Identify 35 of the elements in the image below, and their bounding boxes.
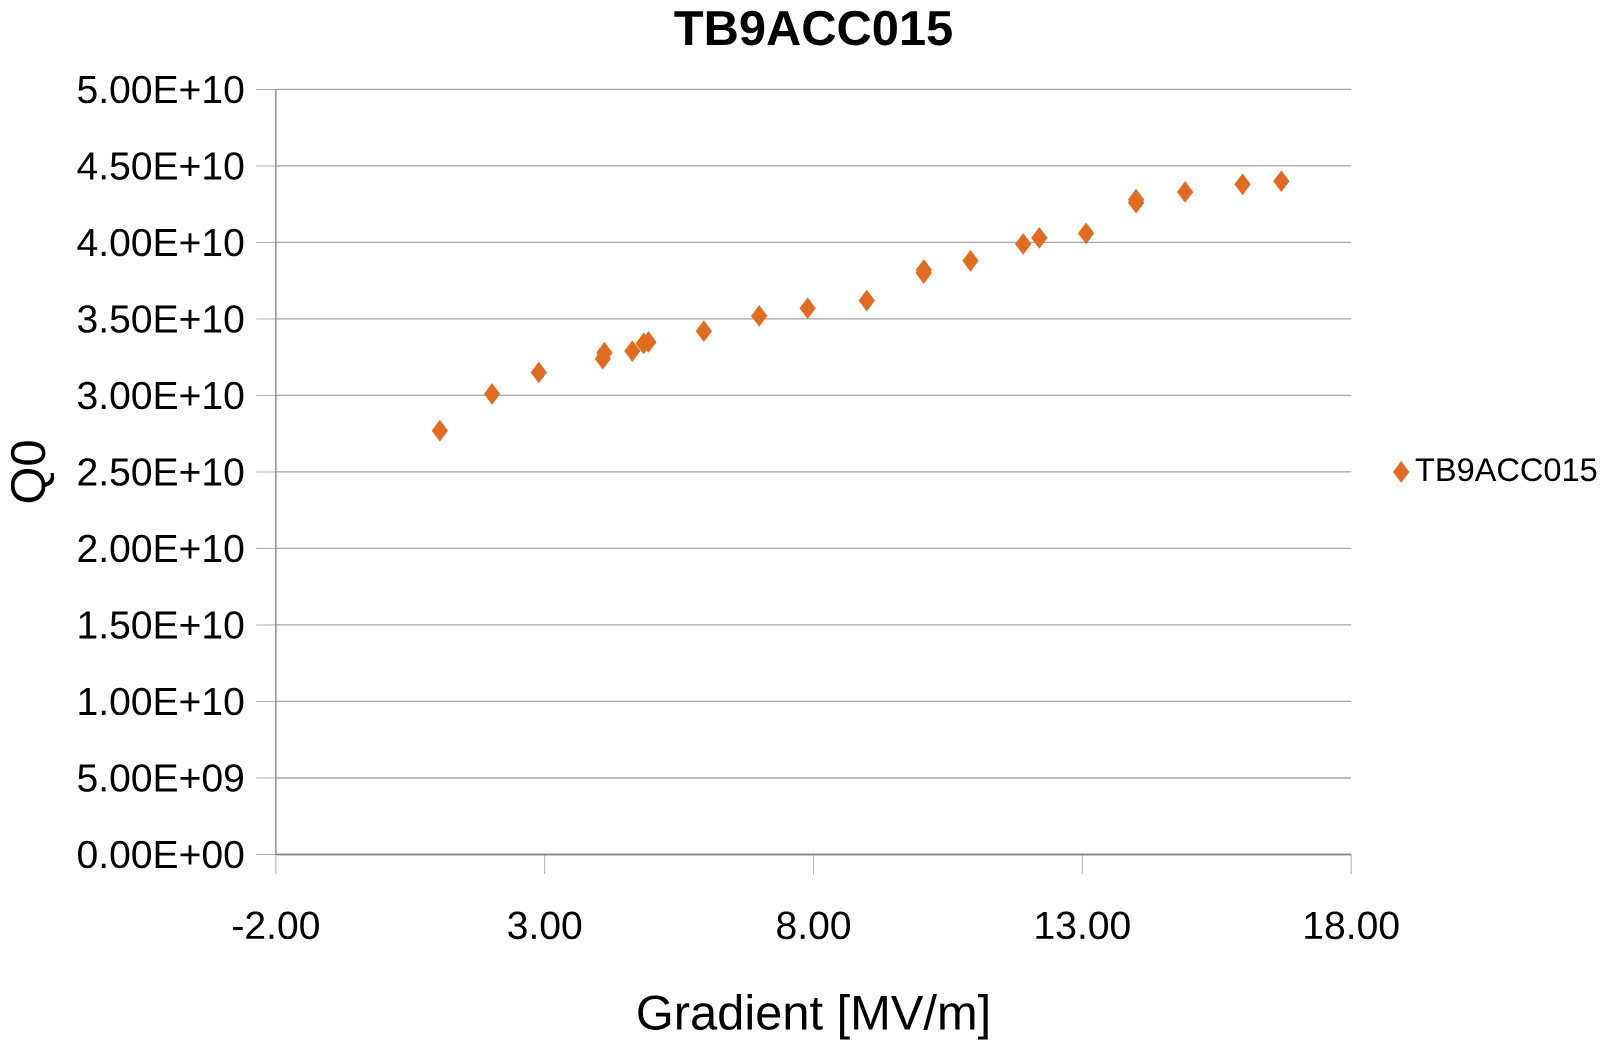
point: [858, 289, 875, 311]
point: [1273, 170, 1290, 192]
point: [695, 320, 712, 342]
point: [1234, 173, 1251, 195]
point: [530, 361, 547, 383]
point: [751, 305, 768, 327]
chart-title: TB9ACC015: [674, 10, 952, 46]
y-tick-label: 2.00E+10: [78, 534, 244, 563]
point: [624, 340, 641, 362]
y-tick-label: 3.50E+10: [78, 304, 244, 333]
point: [1015, 233, 1032, 255]
y-tick-label: 1.50E+10: [79, 610, 244, 639]
x-axis-title: Gradient [MV/m]: [638, 993, 988, 1040]
y-tick-label: 2.50E+10: [78, 457, 244, 486]
x-tick-label: 18.00: [1305, 911, 1399, 939]
y-tick-label: 5.00E+09: [78, 763, 243, 792]
y-tick-label: 1.00E+10: [79, 687, 244, 716]
y-tick-label: 0.00E+00: [78, 840, 244, 869]
x-tick-label: 13.00: [1036, 911, 1130, 939]
point: [1031, 227, 1048, 249]
point: [431, 420, 448, 441]
x-tick-label: -2.00: [233, 911, 319, 939]
point: [962, 250, 979, 272]
point: [799, 297, 816, 319]
y-tick-label: 3.00E+10: [78, 381, 244, 410]
point: [1177, 181, 1194, 203]
legend-label: TB9ACC015: [1415, 457, 1597, 481]
x-tick-label: 8.00: [777, 911, 851, 939]
point: [1078, 222, 1095, 244]
x-tick-label: 3.00: [508, 911, 582, 939]
y-tick-label: 4.00E+10: [77, 228, 244, 257]
y-axis-title: Q0: [10, 441, 55, 503]
y-tick-label: 5.00E+10: [78, 75, 244, 104]
y-tick-label: 4.50E+10: [77, 151, 244, 180]
point: [484, 383, 500, 405]
